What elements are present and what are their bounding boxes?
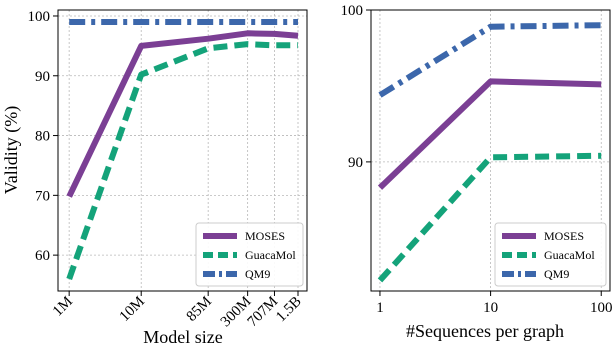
legend-label-guacamol: GuacaMol [544, 248, 595, 262]
y-tick-label: 100 [28, 9, 51, 25]
series-line-qm9 [378, 22, 602, 98]
y-tick-label: 100 [341, 3, 364, 19]
legend: MOSES GuacaMol QM9 [195, 222, 304, 287]
x-tick-label: 10 [483, 300, 498, 316]
y-tick-label: 70 [35, 188, 50, 204]
x-tick-label: 1 [376, 300, 384, 316]
legend: MOSES GuacaMol QM9 [494, 222, 607, 287]
series-line-guacamol [66, 41, 298, 280]
legend-label-guacamol: GuacaMol [245, 248, 296, 262]
x-tick-label: 10M [117, 294, 148, 325]
x-tick-label: 85M [184, 294, 215, 325]
x-axis-label: #Sequences per graph [406, 321, 564, 341]
x-tick-label: 1.5B [273, 294, 305, 326]
y-axis-label: Validity (%) [1, 106, 22, 194]
y-tick-label: 90 [35, 69, 50, 85]
y-tick-label: 80 [35, 129, 50, 145]
legend-label-qm9: QM9 [544, 267, 569, 281]
plot-frame [57, 9, 308, 292]
legend-label-qm9: QM9 [245, 267, 270, 281]
y-tick-label: 90 [348, 155, 363, 171]
series-line-moses [66, 30, 299, 198]
series-line-moses [377, 78, 602, 190]
series-line-guacamol [377, 152, 602, 283]
x-tick-label: 300M [218, 294, 255, 331]
x-axis-label: Model size [143, 327, 222, 347]
legend-label-moses: MOSES [245, 229, 285, 243]
x-tick-label: 100 [590, 300, 613, 316]
x-tick-label: 1M [50, 294, 76, 320]
y-tick-label: 60 [35, 248, 50, 264]
legend-label-moses: MOSES [544, 229, 584, 243]
